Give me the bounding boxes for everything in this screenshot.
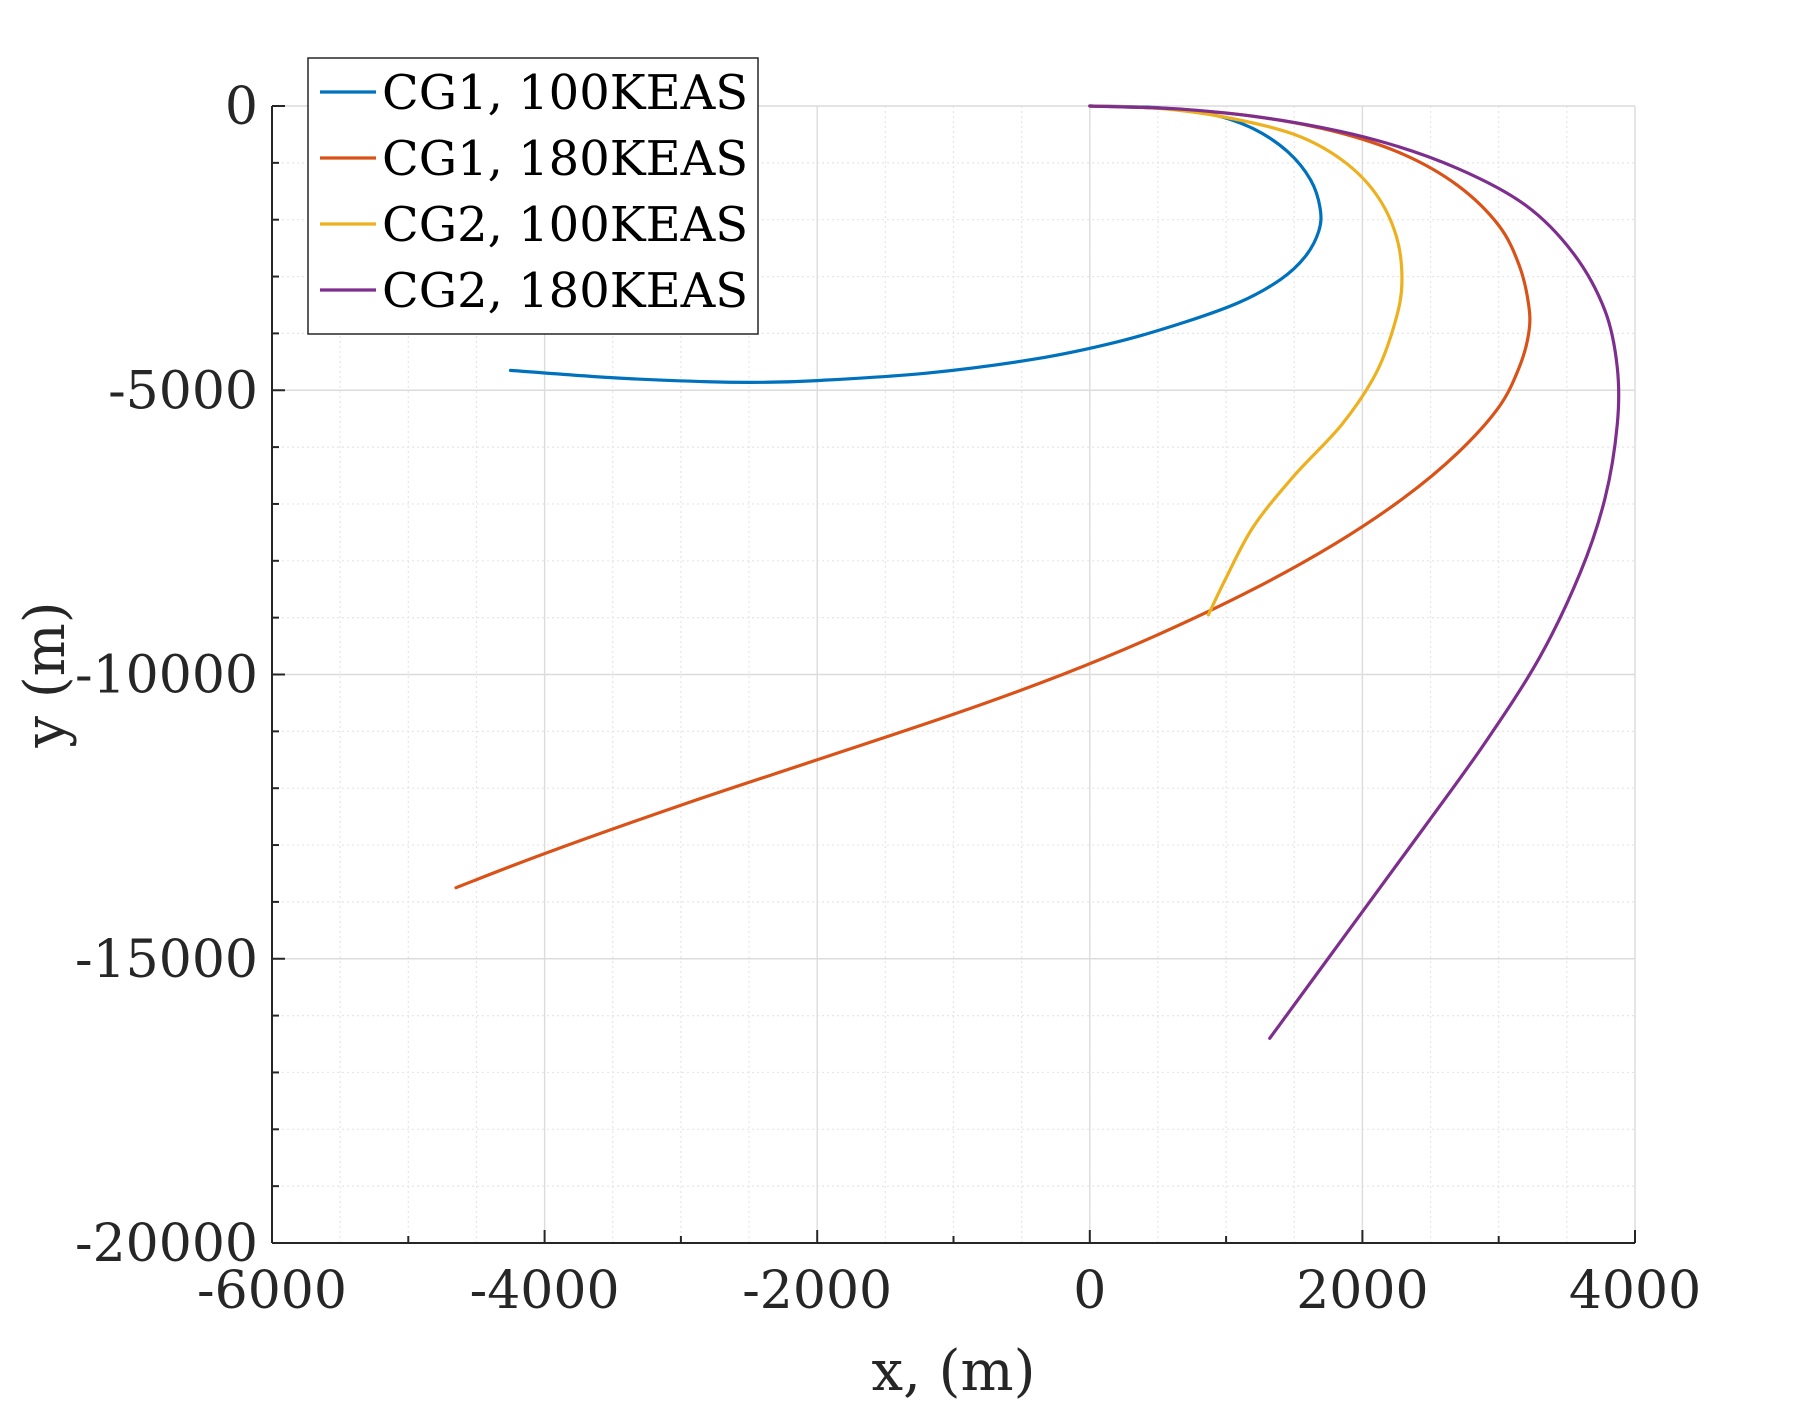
legend: CG1, 100KEAS CG1, 180KEAS CG2, 100KEAS CG2,… bbox=[307, 57, 759, 335]
legend-box bbox=[307, 57, 759, 335]
tick-labels: -6000 -4000 -2000 0 2000 40000-5000-10000-150… bbox=[75, 77, 1701, 1321]
axes bbox=[271, 105, 1636, 1244]
series-line-4 bbox=[1088, 104, 1621, 1040]
legend-label: CG2, 100KEAS bbox=[382, 197, 748, 253]
y-tick-label: 0 bbox=[225, 77, 258, 137]
x-tick-label: -4000 bbox=[470, 1261, 620, 1321]
x-tick-label: 0 bbox=[1073, 1261, 1106, 1321]
series-line-3 bbox=[1088, 104, 1404, 617]
y-axis-label: y (m) bbox=[13, 601, 78, 748]
legend-label: CG1, 180KEAS bbox=[382, 131, 748, 187]
series-line-1 bbox=[508, 104, 1323, 384]
y-tick-label: -5000 bbox=[108, 361, 258, 421]
legend-label: CG1, 100KEAS bbox=[382, 65, 748, 121]
y-tick-label: -10000 bbox=[75, 646, 258, 706]
series-line-2 bbox=[454, 104, 1532, 890]
y-tick-label: -20000 bbox=[75, 1214, 258, 1274]
x-tick-label: 2000 bbox=[1296, 1261, 1428, 1321]
x-tick-label: 4000 bbox=[1569, 1261, 1701, 1321]
y-tick-label: -15000 bbox=[75, 930, 258, 990]
series-group bbox=[454, 104, 1621, 1040]
legend-label: CG2, 180KEAS bbox=[382, 263, 748, 319]
x-tick-label: -2000 bbox=[742, 1261, 892, 1321]
x-tick-label: -6000 bbox=[197, 1261, 347, 1321]
x-axis-label: x, (m) bbox=[872, 1339, 1036, 1404]
